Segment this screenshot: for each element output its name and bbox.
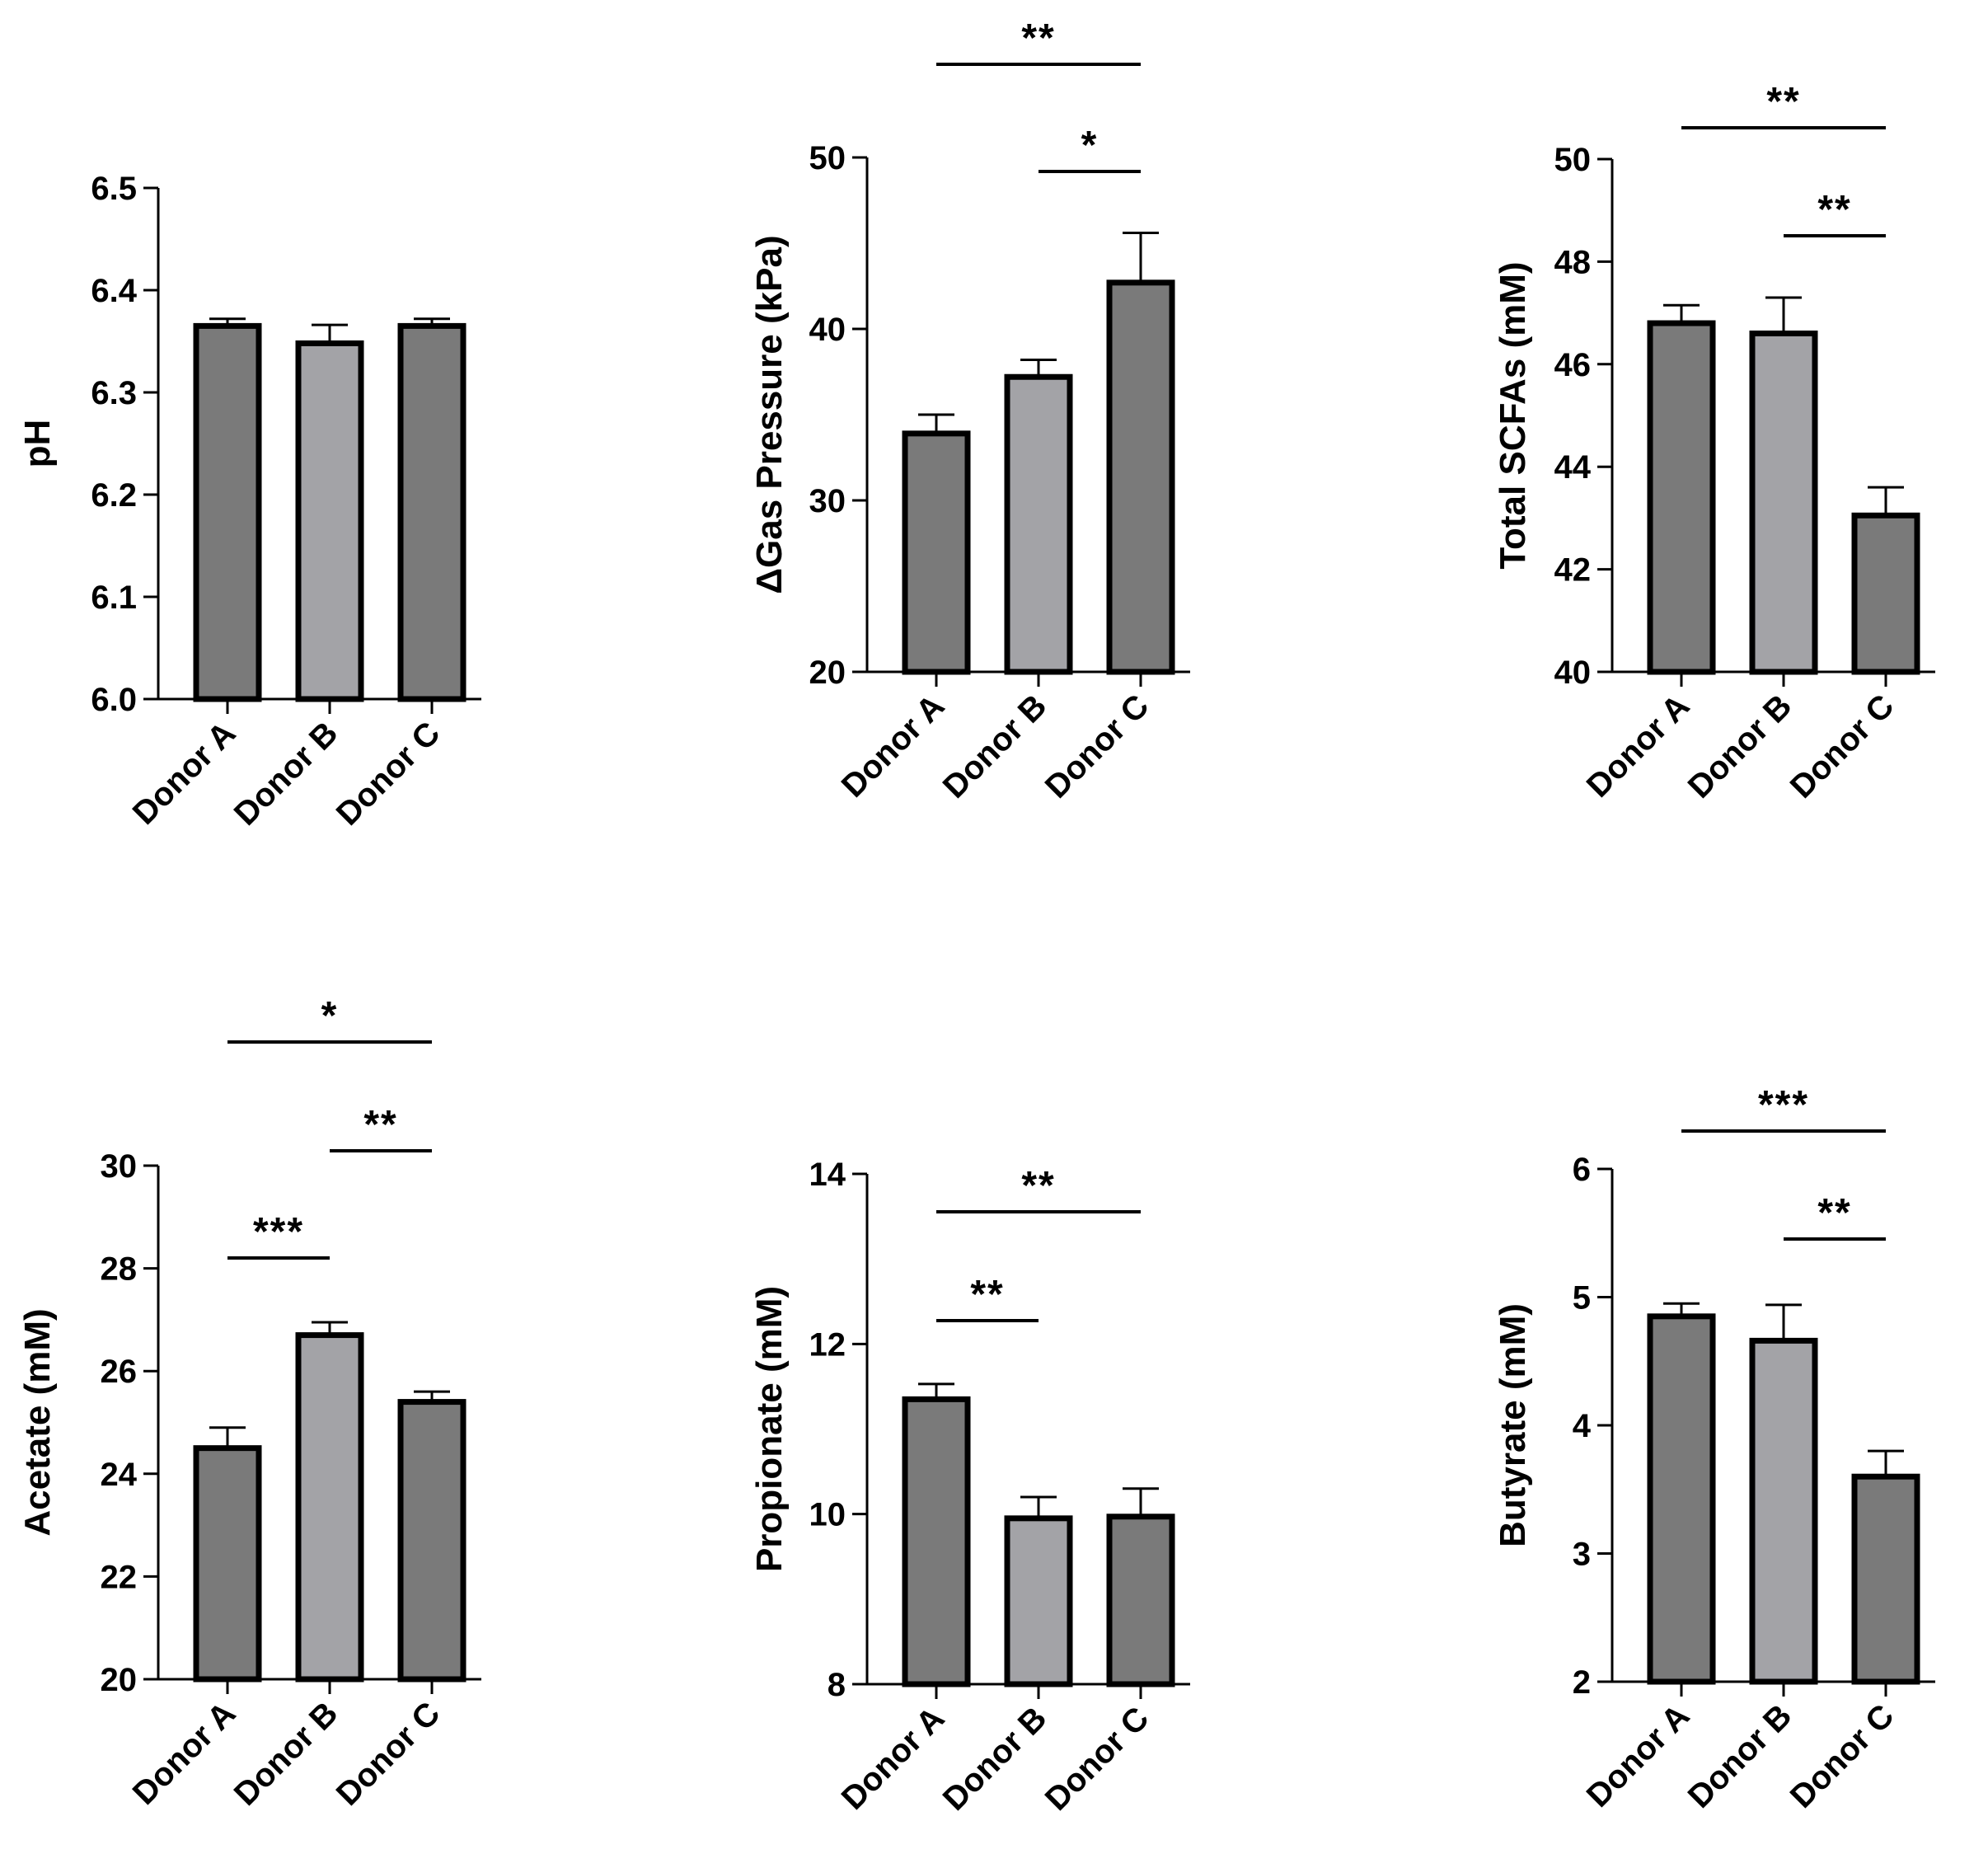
significance-label: ** [1817, 188, 1851, 232]
bar-donor-b [1749, 1337, 1818, 1685]
bar-donor-c [1851, 512, 1920, 675]
x-tick-label: Donor A [835, 1700, 952, 1817]
x-tick-label: Donor C [1039, 688, 1156, 805]
x-tick-label: Donor B [936, 688, 1054, 805]
x-tick-label: Donor C [330, 1695, 448, 1813]
bar-donor-b [1004, 1515, 1073, 1687]
y-axis-label: Acetate (mM) [17, 1308, 58, 1536]
y-axis-label: Propionate (mM) [749, 1286, 790, 1572]
significance-label: ** [1021, 1164, 1055, 1208]
significance-label: * [321, 994, 339, 1038]
x-tick-label: Donor B [936, 1700, 1054, 1818]
bar-donor-b [1004, 373, 1073, 675]
y-tick-label: 20 [101, 1662, 138, 1698]
bar-donor-c [1851, 1473, 1920, 1685]
bar-donor-a [902, 1396, 971, 1687]
y-axis-label: ΔGas Pressure (kPa) [749, 235, 790, 594]
y-tick-label: 44 [1554, 449, 1592, 486]
x-tick-label: Donor B [1681, 1697, 1799, 1815]
bar-donor-a [193, 322, 262, 702]
y-tick-label: 6.1 [91, 580, 137, 616]
y-tick-label: 6.4 [91, 273, 137, 309]
y-tick-label: 6.0 [91, 682, 137, 718]
y-tick-label: 22 [101, 1559, 138, 1595]
y-tick-label: 50 [1554, 142, 1592, 178]
bar-donor-c [1106, 1514, 1175, 1687]
y-tick-label: 46 [1554, 347, 1592, 383]
y-tick-label: 42 [1554, 552, 1592, 589]
x-tick-label: Donor A [1580, 1697, 1697, 1814]
x-tick-label: Donor A [1580, 688, 1697, 805]
y-tick-label: 26 [101, 1354, 138, 1390]
x-tick-label: Donor C [330, 715, 448, 833]
y-tick-label: 6.3 [91, 375, 137, 411]
significance-label: *** [253, 1210, 304, 1254]
y-tick-label: 48 [1554, 244, 1592, 280]
significance-label: ** [1021, 16, 1055, 60]
bar-donor-a [1647, 1313, 1716, 1685]
bar-donor-b [1749, 330, 1818, 675]
y-axis-label: Butyrate (mM) [1493, 1303, 1533, 1547]
y-tick-label: 50 [809, 140, 846, 176]
significance-label: *** [1758, 1083, 1809, 1127]
y-axis-label: Total SCFAs (mM) [1493, 261, 1533, 569]
significance-label: ** [970, 1273, 1004, 1317]
y-tick-label: 6 [1573, 1152, 1591, 1188]
y-tick-label: 4 [1573, 1408, 1592, 1444]
y-tick-label: 10 [809, 1497, 846, 1533]
y-tick-label: 3 [1573, 1537, 1591, 1573]
y-tick-label: 2 [1573, 1664, 1591, 1701]
significance-label: ** [1817, 1191, 1851, 1235]
x-tick-label: Donor A [126, 715, 243, 832]
y-tick-label: 5 [1573, 1280, 1591, 1317]
y-tick-label: 6.5 [91, 171, 137, 207]
y-tick-label: 8 [828, 1667, 846, 1703]
x-tick-label: Donor C [1784, 1697, 1901, 1815]
bar-donor-c [397, 322, 467, 702]
x-tick-label: Donor C [1039, 1700, 1156, 1818]
bar-donor-c [397, 1399, 467, 1683]
y-tick-label: 12 [809, 1326, 846, 1363]
y-tick-label: 24 [101, 1457, 138, 1493]
y-tick-label: 28 [101, 1251, 138, 1288]
y-tick-label: 40 [809, 312, 846, 348]
bar-donor-a [1647, 320, 1716, 675]
significance-label: ** [363, 1103, 397, 1147]
y-tick-label: 20 [809, 655, 846, 691]
bar-donor-a [193, 1445, 262, 1683]
y-tick-label: 30 [809, 483, 846, 519]
y-tick-label: 14 [809, 1157, 846, 1193]
x-tick-label: Donor B [227, 1695, 345, 1813]
y-tick-label: 30 [101, 1148, 138, 1185]
significance-label: * [1081, 124, 1099, 167]
x-tick-label: Donor A [835, 688, 952, 805]
x-tick-label: Donor A [126, 1695, 243, 1812]
x-tick-label: Donor C [1784, 688, 1901, 805]
x-tick-label: Donor B [1681, 688, 1799, 805]
x-tick-label: Donor B [227, 715, 345, 833]
y-tick-label: 6.2 [91, 477, 137, 514]
bar-donor-a [902, 430, 971, 675]
y-tick-label: 40 [1554, 655, 1592, 691]
bar-donor-c [1106, 279, 1175, 675]
y-axis-label: pH [17, 420, 58, 468]
significance-label: ** [1766, 80, 1800, 124]
bar-donor-b [295, 1332, 364, 1683]
bar-donor-b [295, 340, 364, 702]
